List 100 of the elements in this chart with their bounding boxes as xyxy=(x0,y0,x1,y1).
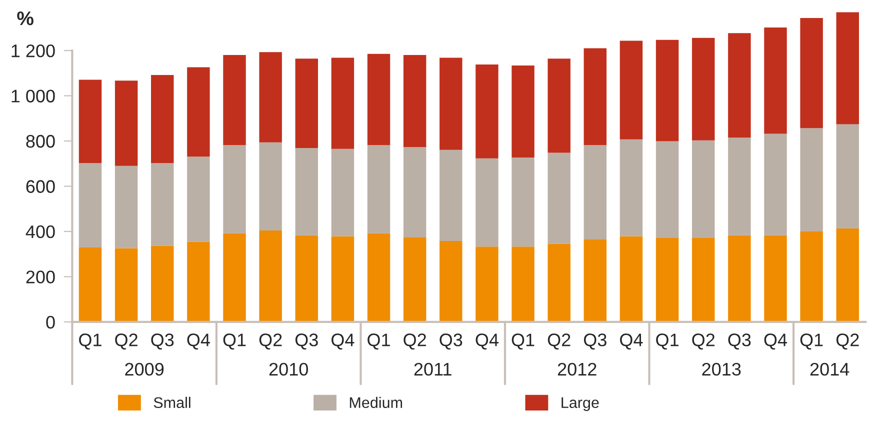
bar xyxy=(259,52,282,142)
bar xyxy=(692,140,715,238)
bar xyxy=(367,54,390,146)
text: 2011 xyxy=(414,362,452,376)
bar xyxy=(223,55,246,146)
text: 2014 xyxy=(810,362,850,376)
x-tick-label: Q2 xyxy=(115,334,138,350)
bar xyxy=(403,55,426,148)
x-tick-label: Q3 xyxy=(295,334,318,350)
y-tick-label: 400 xyxy=(26,225,55,238)
x-tick-label: Q1 xyxy=(656,334,678,350)
bar xyxy=(656,238,679,322)
bar xyxy=(548,244,570,322)
bar xyxy=(476,158,498,247)
bar xyxy=(114,248,138,322)
bar xyxy=(764,235,787,322)
bar xyxy=(403,147,426,238)
bar xyxy=(548,152,570,244)
bar xyxy=(620,40,643,140)
bar xyxy=(728,235,751,322)
bar xyxy=(692,238,715,322)
bar xyxy=(295,235,318,322)
y-tick-label: 600 xyxy=(26,180,55,193)
bar xyxy=(78,248,102,322)
bar xyxy=(548,58,570,153)
bar xyxy=(114,80,138,166)
bar xyxy=(403,237,426,322)
bar xyxy=(187,67,210,157)
y-axis-title: % xyxy=(17,12,34,26)
bar xyxy=(331,148,354,236)
x-tick-label: Q4 xyxy=(620,334,643,350)
x-tick-label: Q2 xyxy=(404,334,426,350)
bar xyxy=(764,134,787,236)
bar xyxy=(728,138,751,236)
bar xyxy=(512,65,534,158)
y-tick-label: 1 200 xyxy=(12,44,55,58)
bar xyxy=(836,228,859,322)
x-tick-label: Q2 xyxy=(259,334,282,350)
bar xyxy=(836,12,859,124)
bar xyxy=(78,80,102,164)
bar xyxy=(295,58,318,148)
bar xyxy=(800,18,823,128)
bar xyxy=(620,236,643,322)
x-tick-label: Q4 xyxy=(187,334,210,350)
bar xyxy=(187,242,210,322)
bar xyxy=(800,128,823,232)
bar xyxy=(151,74,174,164)
bar xyxy=(584,239,607,322)
bar xyxy=(476,246,498,322)
bar xyxy=(764,27,787,134)
bar xyxy=(331,58,354,149)
bar xyxy=(151,246,174,322)
legend-label: Small xyxy=(154,396,190,408)
bar xyxy=(259,230,282,322)
bar xyxy=(151,163,174,246)
text: 2010 xyxy=(269,362,308,376)
x-tick-label: Q1 xyxy=(800,334,823,350)
x-tick-label: Q3 xyxy=(151,334,174,350)
bar xyxy=(692,38,715,140)
bar xyxy=(114,166,138,248)
bar xyxy=(440,150,462,241)
x-tick-label: Q3 xyxy=(584,334,606,350)
bar xyxy=(223,233,246,322)
y-tick-label: 1 000 xyxy=(12,90,55,102)
text: 2009 xyxy=(125,362,164,376)
x-tick-label: Q2 xyxy=(548,334,570,350)
bar xyxy=(367,145,390,234)
x-tick-label: Q4 xyxy=(476,334,498,350)
x-tick-label: Q3 xyxy=(728,334,751,350)
x-tick-label: Q1 xyxy=(512,334,534,350)
bar xyxy=(656,40,679,142)
bar xyxy=(476,64,498,158)
bar xyxy=(836,124,859,229)
bar xyxy=(512,246,534,322)
x-tick-label: Q2 xyxy=(836,334,859,350)
x-tick-label: Q1 xyxy=(79,334,102,350)
bar xyxy=(800,231,823,322)
y-tick-label: 0 xyxy=(46,316,55,329)
x-tick-label: Q2 xyxy=(692,334,714,350)
bar xyxy=(295,148,318,236)
x-tick-label: Q3 xyxy=(440,334,462,350)
bar xyxy=(440,240,462,322)
y-tick-label: 200 xyxy=(26,270,55,284)
bar xyxy=(367,233,390,322)
y-tick-label: 800 xyxy=(26,134,55,148)
x-tick-label: Q4 xyxy=(764,334,787,350)
text: 2012 xyxy=(558,362,596,376)
x-tick-label: Q1 xyxy=(223,334,246,350)
legend-label: Medium xyxy=(350,396,402,408)
bar xyxy=(584,145,607,240)
text: 2013 xyxy=(702,362,741,376)
bar xyxy=(620,139,643,236)
bar xyxy=(440,58,462,150)
bar xyxy=(512,158,534,247)
bar xyxy=(223,145,246,234)
x-tick-label: Q4 xyxy=(332,334,354,350)
bar xyxy=(78,163,102,248)
bar xyxy=(259,142,282,231)
x-tick-label: Q1 xyxy=(368,334,390,350)
bar xyxy=(584,48,607,146)
